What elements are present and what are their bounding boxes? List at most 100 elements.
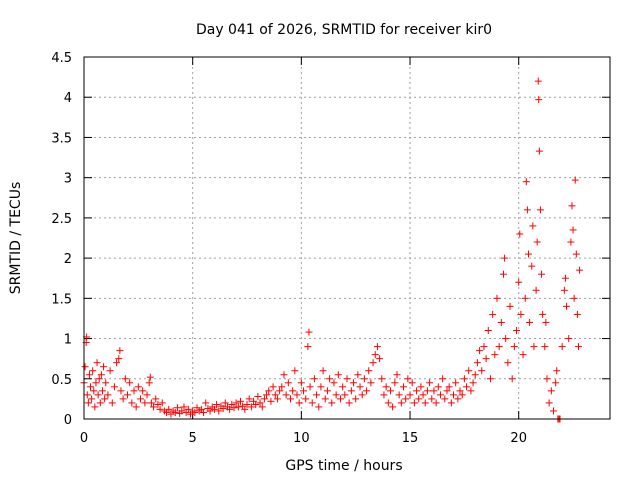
y-tick-label: 4 [64,91,72,106]
data-point [347,387,355,395]
data-point [523,206,531,214]
data-point [267,397,275,405]
data-point [350,379,358,387]
data-point [367,379,375,387]
data-point [400,383,408,391]
data-point [569,226,577,234]
data-point [286,395,294,403]
data-point [419,391,427,399]
x-tick-label: 0 [80,431,88,446]
data-point [156,405,164,413]
data-point [334,371,342,379]
data-point [456,387,464,395]
data-point [85,371,93,379]
data-point [443,387,451,395]
data-point [465,367,473,375]
data-point [89,367,97,375]
y-tick-label: 3.5 [51,131,72,146]
data-point [410,399,418,407]
data-point [134,383,142,391]
data-point [295,399,303,407]
data-point [116,347,124,355]
data-point [319,367,327,375]
data-point [521,294,529,302]
data-point [92,379,100,387]
data-point [247,403,255,411]
data-point [553,367,561,375]
data-point [386,387,394,395]
data-point [304,343,312,351]
data-point [528,262,536,270]
data-point [191,409,199,417]
data-point [573,310,581,318]
data-point [332,391,340,399]
data-point [495,343,503,351]
data-point [568,202,576,210]
data-point [504,359,512,367]
data-point [445,383,453,391]
data-point [98,387,106,395]
data-point [552,379,560,387]
data-point [450,391,458,399]
data-point [219,405,227,413]
data-point [417,383,425,391]
data-point [232,399,240,407]
data-point [576,266,584,274]
data-point [96,399,104,407]
data-point [486,375,494,383]
data-point [517,310,525,318]
data-point [541,343,549,351]
data-point [421,399,429,407]
data-point [391,379,399,387]
data-point [547,387,555,395]
x-tick-label: 5 [189,431,197,446]
data-point [200,409,208,417]
data-point [434,383,442,391]
data-point [291,367,299,375]
data-point [243,401,251,409]
data-point [265,387,273,395]
data-point [397,399,405,407]
data-point [530,343,538,351]
data-point [300,387,308,395]
data-point [305,328,313,336]
plot-frame [83,56,611,420]
data-point [526,318,534,326]
data-point [121,375,129,383]
data-point [269,383,277,391]
data-point [258,403,266,411]
data-point [360,375,368,383]
data-point [236,397,244,405]
data-point [117,387,125,395]
data-point [545,399,553,407]
data-point [256,399,264,407]
data-point [535,96,543,104]
data-point [100,363,108,371]
data-point [130,387,138,395]
data-point [570,294,578,302]
data-point [260,395,268,403]
data-point [343,375,351,383]
data-point [543,375,551,383]
x-axis-label: GPS time / hours [285,458,402,474]
data-point [519,351,527,359]
data-point [413,387,421,395]
data-point [317,383,325,391]
data-point [402,395,410,403]
data-point [506,302,514,310]
data-point [460,375,468,383]
data-point [221,399,229,407]
data-point [439,375,447,383]
data-point [565,335,573,343]
data-point [365,367,373,375]
data-point [382,383,390,391]
data-point [515,278,523,286]
data-point [489,310,497,318]
data-point [147,399,155,407]
data-point [369,359,377,367]
data-point [215,407,223,415]
data-point [276,387,284,395]
data-point [491,351,499,359]
data-point [252,401,260,409]
data-point [178,407,186,415]
